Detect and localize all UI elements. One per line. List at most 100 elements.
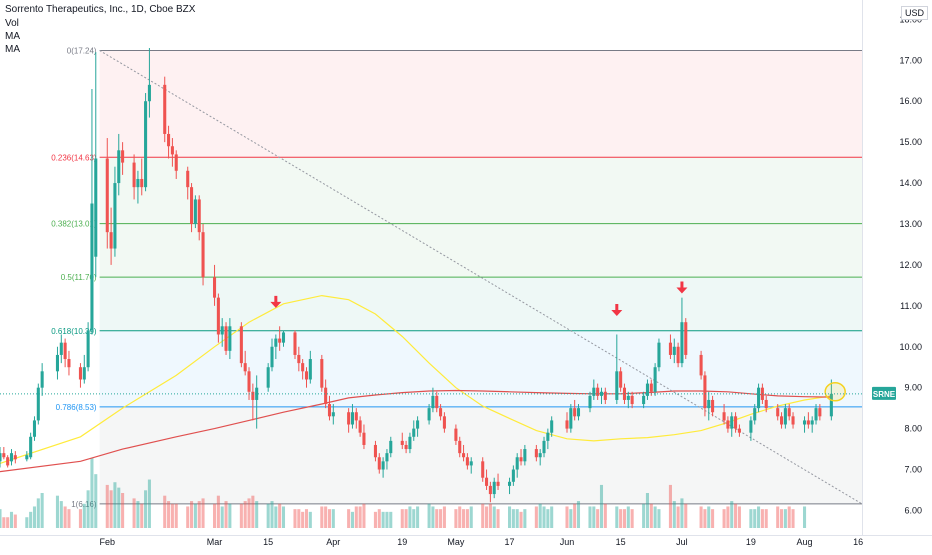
fib-level-label: 0.236(14.63) — [51, 153, 97, 162]
candle-body — [511, 469, 515, 482]
candle-body — [354, 412, 358, 421]
volume-bar — [442, 506, 446, 528]
candle-body — [362, 432, 366, 445]
volume-bar — [703, 509, 707, 528]
candle-body — [94, 158, 98, 257]
candle — [722, 404, 726, 425]
candle — [576, 404, 581, 421]
candle-body — [534, 449, 538, 458]
candle — [485, 469, 489, 490]
candle-body — [331, 412, 335, 417]
volume-bar — [255, 501, 259, 528]
y-tick-label: 14.00 — [899, 178, 922, 188]
volume-bar — [699, 506, 703, 528]
candle-body — [442, 416, 446, 429]
volume-bar — [400, 509, 404, 528]
volume-bar — [327, 509, 332, 528]
candle-body — [224, 326, 228, 351]
candle-body — [0, 453, 2, 462]
candle-body — [485, 477, 489, 486]
candle — [488, 481, 492, 503]
candle — [588, 391, 592, 413]
x-tick-label: Apr — [326, 537, 340, 547]
candle — [247, 367, 251, 400]
volume-bar — [94, 474, 98, 528]
candle-body — [565, 420, 569, 429]
candle — [469, 457, 473, 474]
volume-bar — [519, 511, 523, 528]
candle-body — [6, 457, 10, 466]
volume-bar — [538, 503, 542, 528]
candle — [86, 322, 90, 372]
candle — [653, 363, 657, 396]
volume-bar — [485, 506, 489, 528]
candle-body — [657, 342, 661, 368]
candle-body — [320, 359, 324, 388]
candle-body — [488, 485, 492, 495]
candle — [684, 318, 688, 360]
y-tick-label: 11.00 — [900, 301, 922, 311]
candle-body — [749, 420, 753, 433]
volume-bar — [163, 495, 167, 528]
candle — [465, 453, 469, 470]
down-arrow-marker — [270, 295, 282, 308]
currency-label[interactable]: USD — [900, 6, 928, 20]
volume-bar — [488, 503, 492, 528]
volume-bar — [174, 503, 178, 528]
candle — [404, 440, 408, 454]
candle — [55, 346, 59, 380]
price-badge-label: SRNE — [873, 390, 896, 399]
volume-bar — [676, 506, 680, 528]
candle-body — [730, 416, 734, 429]
candle — [40, 363, 44, 396]
volume-bar — [469, 506, 473, 528]
candle — [167, 125, 171, 159]
candle-body — [216, 297, 220, 335]
volume-bar — [588, 506, 592, 528]
candle-body — [427, 408, 431, 421]
candle — [301, 359, 305, 380]
candle — [550, 416, 554, 437]
candle-body — [787, 408, 791, 417]
volume-bar — [389, 511, 393, 528]
volume-bar — [216, 495, 220, 528]
candle-body — [193, 199, 197, 224]
candle — [270, 338, 274, 372]
volume-bar — [377, 509, 381, 528]
volume-bar — [304, 509, 309, 528]
fib-zone — [99, 50, 862, 158]
volume-bar — [776, 506, 780, 528]
volume-bar — [67, 509, 71, 528]
volume-bar — [40, 493, 44, 528]
volume-bar — [619, 509, 623, 528]
volume-bar — [726, 506, 730, 528]
candle — [538, 449, 542, 466]
candle-body — [515, 457, 519, 470]
candle-body — [90, 203, 94, 331]
candle — [730, 412, 734, 437]
volume-bar — [680, 498, 684, 528]
volume-bar — [803, 506, 807, 528]
candle — [435, 391, 439, 413]
candle — [105, 138, 109, 249]
x-tick-label: 19 — [746, 537, 756, 547]
candle-body — [327, 404, 332, 417]
candle — [400, 432, 404, 450]
candle-body — [672, 346, 676, 355]
candle — [791, 412, 795, 429]
candle — [67, 350, 71, 376]
volume-bar — [592, 506, 596, 528]
candle-body — [569, 408, 573, 429]
candle-body — [140, 178, 144, 188]
volume-bar — [711, 509, 715, 528]
candle-body — [615, 371, 619, 400]
volume-bar — [25, 517, 29, 528]
volume-bar — [722, 509, 726, 528]
candle — [749, 416, 753, 441]
candle — [239, 322, 243, 368]
candle-body — [190, 187, 194, 224]
candle — [427, 404, 431, 425]
candle — [462, 444, 466, 462]
y-tick-label: 15.00 — [899, 137, 922, 147]
